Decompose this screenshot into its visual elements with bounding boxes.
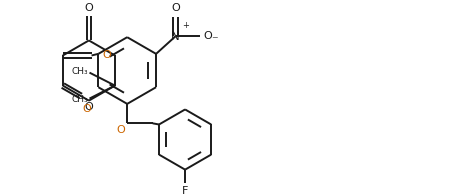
Text: CH₃: CH₃ (71, 95, 88, 104)
Text: N: N (171, 30, 180, 43)
Text: O: O (171, 3, 180, 13)
Text: O: O (84, 102, 93, 112)
Text: ⁻: ⁻ (211, 34, 218, 47)
Text: O: O (116, 125, 125, 135)
Text: +: + (181, 21, 188, 30)
Text: O: O (203, 31, 212, 41)
Text: CH₃: CH₃ (71, 67, 88, 76)
Text: O: O (84, 3, 93, 13)
Text: O: O (82, 104, 91, 114)
Text: O: O (102, 51, 111, 61)
Text: F: F (181, 186, 188, 196)
